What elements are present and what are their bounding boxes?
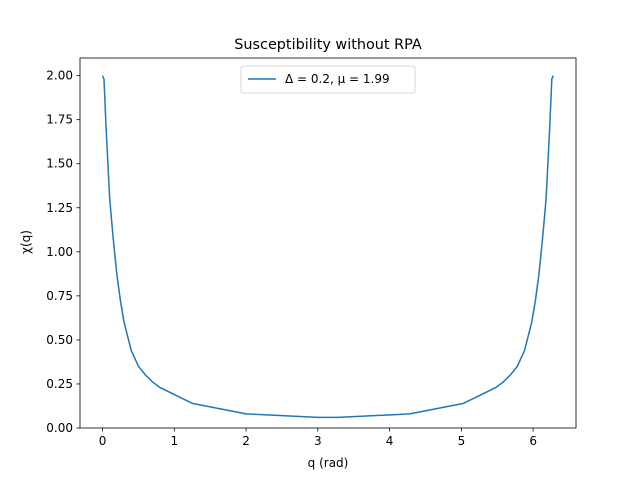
y-tick-label: 0.75 [46,289,73,303]
x-tick-label: 1 [170,434,178,448]
series-line [101,75,554,419]
plot-area: 0 1 2 3 4 5 6 0.00 0.25 0.50 0.75 1.00 1.25 1.50 1.75 2… [46,57,577,448]
y-axis-label: χ(q) [19,230,33,254]
y-tick-label: 1.50 [46,157,73,171]
x-tick-label: 4 [386,434,394,448]
x-tick-label: 3 [314,434,322,448]
x-tick-label: 0 [99,434,107,448]
chart-title: Susceptibility without RPA [234,37,422,53]
legend: Δ = 0.2, μ = 1.99 [240,65,416,94]
y-tick-label: 1.75 [46,113,73,127]
y-tick-label: 1.25 [46,201,73,215]
x-tick-label: 5 [458,434,466,448]
y-tick-label: 2.00 [46,69,73,83]
y-tick-label: 1.00 [46,245,73,259]
y-tick-label: 0.25 [46,377,73,391]
y-tick-label: 0.50 [46,333,73,347]
x-tick-label: 6 [529,434,537,448]
y-tick-label: 0.00 [46,421,73,435]
x-tick-label: 2 [242,434,250,448]
x-axis-label: q (rad) [308,456,349,470]
legend-box [240,65,416,94]
legend-label: Δ = 0.2, μ = 1.99 [285,72,390,86]
axes-frame [79,57,577,429]
